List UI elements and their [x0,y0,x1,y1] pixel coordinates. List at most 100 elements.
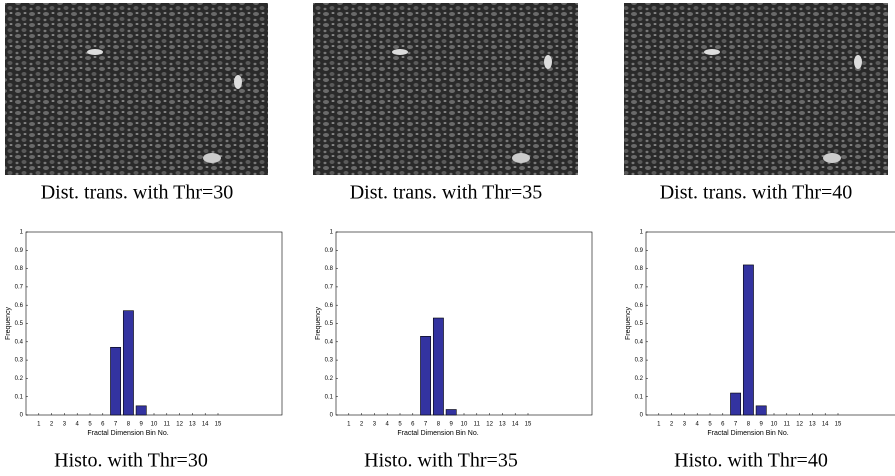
y-tick-label: 0.1 [635,394,644,400]
chart-caption: Histo. with Thr=40 [674,450,828,472]
image-caption: Dist. trans. with Thr=40 [660,182,853,204]
x-tick-label: 10 [151,422,158,428]
x-tick-label: 14 [202,422,209,428]
x-tick-label: 13 [809,422,816,428]
y-tick-label: 0.3 [15,358,24,364]
y-tick-label: 0.6 [325,303,334,309]
plot-frame [25,231,283,416]
x-tick-label: 6 [101,422,105,428]
y-tick-label: 0.6 [15,303,24,309]
y-tick-label: 0 [20,413,24,419]
y-tick-label: 0.1 [15,394,24,400]
x-tick-label: 6 [721,422,725,428]
bar [730,392,742,416]
x-tick-label: 8 [747,422,751,428]
x-tick-label: 15 [215,422,222,428]
x-tick-label: 1 [347,422,351,428]
y-tick-label: 0.2 [325,376,334,382]
x-tick-label: 12 [176,422,183,428]
x-tick-label: 8 [127,422,131,428]
y-tick-label: 0.5 [635,321,644,327]
bar [420,336,432,416]
y-tick-label: 0.6 [635,303,644,309]
y-tick-label: 0.8 [325,266,334,272]
image-3 [624,3,888,175]
y-tick-label: 0.7 [325,284,334,290]
y-tick-label: 0.3 [635,358,644,364]
y-tick-label: 0.9 [325,248,334,254]
x-tick-label: 5 [708,422,712,428]
y-axis-label: Frequency [315,306,322,340]
y-tick-label: 0.9 [15,248,24,254]
x-tick-label: 8 [437,422,441,428]
x-tick-label: 2 [670,422,674,428]
y-tick-label: 0.7 [15,284,24,290]
x-tick-label: 4 [386,422,390,428]
chart-caption: Histo. with Thr=30 [54,450,208,472]
x-tick-label: 15 [835,422,842,428]
x-tick-label: 3 [683,422,687,428]
bar [755,405,767,416]
y-tick-label: 1 [640,230,644,236]
y-tick-label: 1 [330,230,334,236]
bar [742,264,754,416]
x-tick-label: 2 [50,422,54,428]
x-tick-label: 7 [734,422,738,428]
x-tick-label: 11 [784,422,791,428]
y-tick-label: 0.7 [635,284,644,290]
x-tick-label: 9 [760,422,764,428]
x-tick-label: 14 [512,422,519,428]
x-tick-label: 9 [450,422,454,428]
x-tick-label: 15 [525,422,532,428]
x-tick-label: 14 [822,422,829,428]
x-axis-label: Fractal Dimension Bin No. [707,430,788,437]
y-tick-label: 0.4 [635,339,644,345]
y-tick-label: 0 [330,413,334,419]
bar [122,310,134,416]
y-tick-label: 0.1 [325,394,334,400]
x-tick-label: 13 [499,422,506,428]
bar [110,346,122,416]
y-axis-label: Frequency [5,306,12,340]
y-tick-label: 0.2 [635,376,644,382]
bar [135,405,147,416]
y-tick-label: 0.5 [325,321,334,327]
x-tick-label: 3 [63,422,67,428]
x-tick-label: 11 [164,422,171,428]
x-tick-label: 4 [76,422,80,428]
x-axis-label: Fractal Dimension Bin No. [87,430,168,437]
x-tick-label: 1 [37,422,41,428]
y-tick-label: 0.8 [635,266,644,272]
x-tick-label: 13 [189,422,196,428]
y-tick-label: 0.8 [15,266,24,272]
image-caption: Dist. trans. with Thr=35 [350,182,543,204]
x-tick-label: 1 [657,422,661,428]
y-tick-label: 0 [640,413,644,419]
plot-frame [645,231,895,416]
bar [432,317,444,416]
image-1 [5,3,268,175]
y-tick-label: 0.4 [325,339,334,345]
y-tick-label: 0.9 [635,248,644,254]
y-tick-label: 1 [20,230,24,236]
x-tick-label: 6 [411,422,415,428]
x-tick-label: 7 [114,422,118,428]
chart-caption: Histo. with Thr=35 [364,450,518,472]
x-tick-label: 5 [88,422,92,428]
image-caption: Dist. trans. with Thr=30 [41,182,234,204]
x-tick-label: 12 [486,422,493,428]
y-tick-label: 0.2 [15,376,24,382]
x-tick-label: 7 [424,422,428,428]
y-tick-label: 0.3 [325,358,334,364]
x-tick-label: 3 [373,422,377,428]
x-tick-label: 9 [140,422,144,428]
image-2 [313,3,578,175]
plot-frame [335,231,593,416]
x-tick-label: 5 [398,422,402,428]
y-tick-label: 0.5 [15,321,24,327]
x-tick-label: 2 [360,422,364,428]
y-tick-label: 0.4 [15,339,24,345]
x-tick-label: 10 [771,422,778,428]
